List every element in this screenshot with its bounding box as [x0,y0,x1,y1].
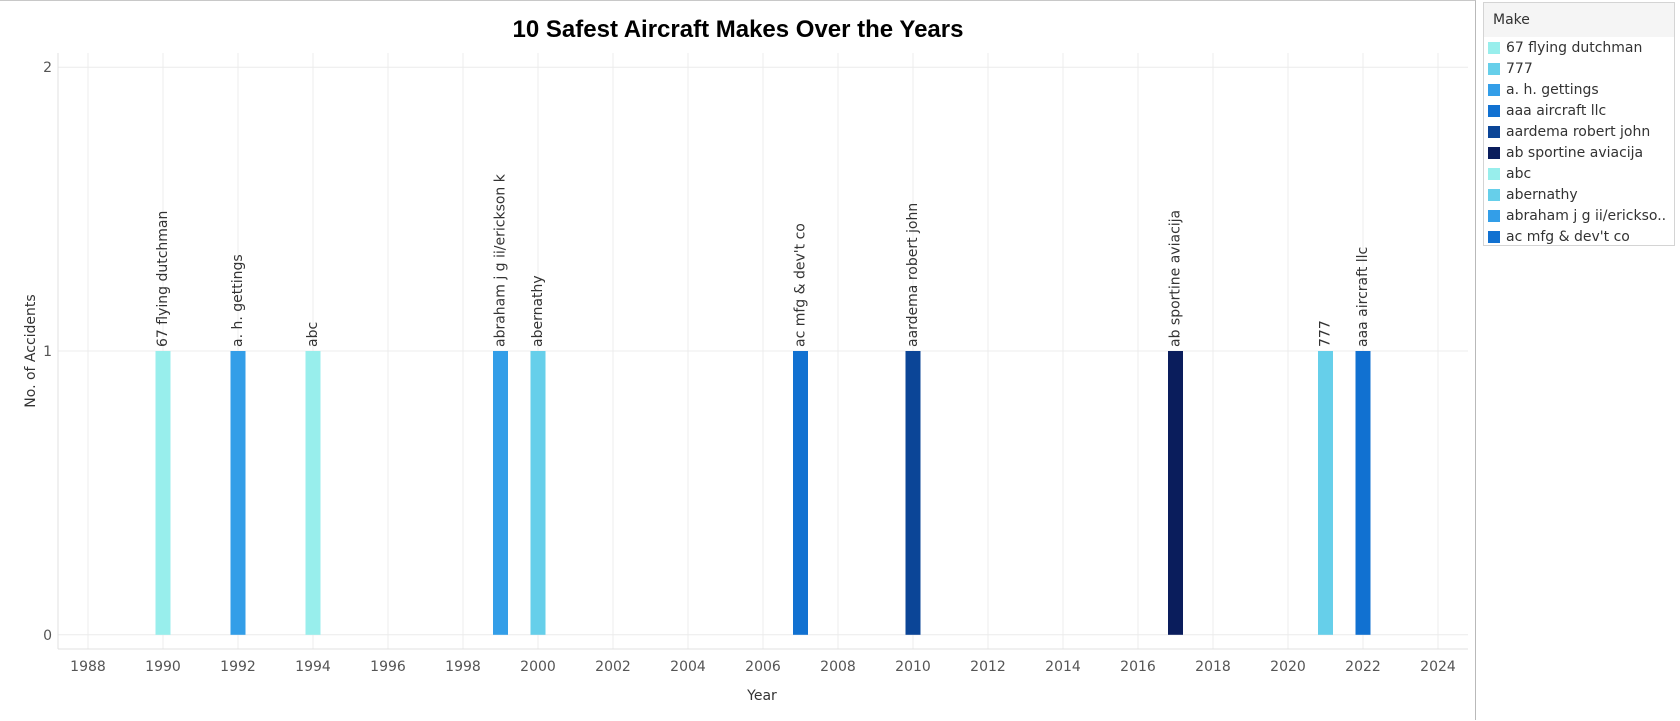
bar-label: ab sportine aviacija [1168,210,1184,347]
bar[interactable] [530,351,546,635]
legend-item[interactable]: abc [1484,163,1674,184]
bar-label: 67 flying dutchman [155,211,171,347]
legend-label: abc [1506,165,1532,182]
x-tick-label: 2002 [595,659,631,675]
x-axis-title: Year [746,688,777,704]
bar[interactable] [1355,351,1371,635]
x-tick-label: 1990 [145,659,181,675]
legend-items: 67 flying dutchman 777 a. h. gettings aaa a… [1484,37,1674,247]
legend-swatch [1488,125,1500,138]
legend-label: a. h. gettings [1506,81,1599,98]
bar[interactable] [793,351,808,635]
bar[interactable] [493,351,508,635]
legend-item[interactable]: abernathy [1484,184,1674,205]
legend-item[interactable]: aardema robert john [1484,121,1674,142]
x-tick-label: 2006 [745,659,781,675]
bar-label: abraham j g ii/erickson k [493,173,509,347]
x-tick-label: 1998 [445,659,481,675]
bar-label: aardema robert john [905,203,921,347]
legend-swatch [1488,104,1500,117]
x-tick-label: 2008 [820,659,856,675]
bar-label: aaa aircraft llc [1355,247,1371,347]
bar-label: ac mfg & dev't co [793,223,809,347]
bar-label: abernathy [530,275,546,347]
bar[interactable] [230,351,246,635]
legend-swatch [1488,41,1500,54]
legend-swatch [1488,209,1500,222]
bar[interactable] [155,351,171,635]
legend-label: abraham j g ii/erickso.. [1506,207,1667,224]
legend-label: 777 [1506,60,1533,77]
y-tick-label: 0 [43,628,52,644]
legend-label: abernathy [1506,186,1578,203]
x-tick-label: 2020 [1270,659,1306,675]
legend-item[interactable]: ac mfg & dev't co [1484,226,1674,247]
x-tick-label: 2010 [895,659,931,675]
x-tick-label: 2014 [1045,659,1081,675]
legend-swatch [1488,230,1500,243]
x-tick-label: 2022 [1345,659,1381,675]
legend-item[interactable]: 777 [1484,58,1674,79]
legend-item[interactable]: a. h. gettings [1484,79,1674,100]
bar[interactable] [905,351,921,635]
legend-item[interactable]: aaa aircraft llc [1484,100,1674,121]
legend-label: aardema robert john [1506,123,1651,140]
x-tick-label: 2000 [520,659,556,675]
x-tick-label: 2016 [1120,659,1156,675]
legend-label: 67 flying dutchman [1506,39,1643,56]
x-tick-label: 2012 [970,659,1006,675]
bars [155,351,1371,635]
legend-item[interactable]: ab sportine aviacija [1484,142,1674,163]
bar[interactable] [305,351,321,635]
legend-label: ac mfg & dev't co [1506,228,1630,245]
legend-label: ab sportine aviacija [1506,144,1644,161]
legend-item[interactable]: 67 flying dutchman [1484,37,1674,58]
legend-swatch [1488,146,1500,159]
x-tick-label: 2018 [1195,659,1231,675]
chart-svg: 10 Safest Aircraft Makes Over the Years … [23,16,1468,704]
x-tick-label: 1988 [70,659,106,675]
bar[interactable] [1168,351,1183,635]
y-tick-label: 1 [43,344,52,360]
x-tick-label: 1994 [295,659,331,675]
legend-swatch [1488,83,1500,96]
legend-label: aaa aircraft llc [1506,102,1607,119]
legend: Make 67 flying dutchman 777 a. h. gettings… [1483,2,1675,246]
bar[interactable] [1318,351,1333,635]
legend-title: Make [1484,3,1674,37]
x-tick-label: 1992 [220,659,256,675]
x-tick-label: 2024 [1420,659,1456,675]
chart-area: 10 Safest Aircraft Makes Over the Years … [0,0,1476,720]
x-tick-label: 2004 [670,659,706,675]
grid-lines [58,53,1468,649]
legend-item[interactable]: abraham j g ii/erickso.. [1484,205,1674,226]
bar-label: a. h. gettings [230,254,246,347]
y-tick-label: 2 [43,60,52,76]
chart-title: 10 Safest Aircraft Makes Over the Years [513,16,964,43]
y-axis-title: No. of Accidents [23,294,39,407]
legend-swatch [1488,62,1500,75]
bar-label: 777 [1318,320,1334,347]
x-tick-label: 1996 [370,659,406,675]
legend-swatch [1488,188,1500,201]
bar-label: abc [305,322,321,347]
axes: 1988 1990 1992 1994 1996 1998 2000 2002 2004 2006… [43,53,1468,675]
bar-labels: 67 flying dutchman a. h. gettings abc abrah… [155,173,1371,347]
legend-swatch [1488,167,1500,180]
